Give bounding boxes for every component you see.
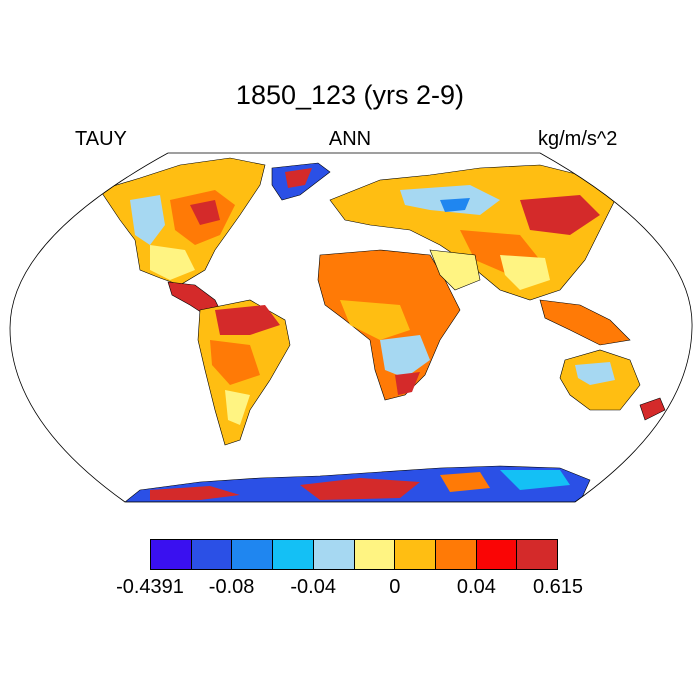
land-antarctica-cool xyxy=(500,470,570,490)
legend-swatch-4 xyxy=(313,540,355,569)
legend-tick-label-2: -0.04 xyxy=(290,576,336,598)
plot-title: 1850_123 (yrs 2-9) xyxy=(235,80,465,110)
variable-label: TAUY xyxy=(75,128,127,150)
globe-outline xyxy=(9,152,693,503)
legend-swatch-6 xyxy=(395,540,436,569)
land-eurasia-yellow xyxy=(500,255,550,290)
units-label: kg/m/s^2 xyxy=(538,128,618,150)
land-eurasia-red xyxy=(520,195,600,235)
legend-tick-label-4: 0.04 xyxy=(456,576,496,598)
land-africa-yellow xyxy=(340,300,410,340)
land-south-america-orange xyxy=(210,340,260,385)
land-south-america-red xyxy=(215,305,280,335)
legend-tick-label-0: -0.4391 xyxy=(116,576,184,598)
legend-tick-label-5: 0.615 xyxy=(532,576,584,598)
color-legend xyxy=(150,539,558,570)
land-antarctica-red xyxy=(150,486,240,500)
legend-tick-label-1: -0.08 xyxy=(208,576,255,598)
land-north-america-red xyxy=(190,200,220,225)
legend-swatch-2 xyxy=(232,540,274,569)
land-australia-cool xyxy=(575,362,615,385)
land-north-america-cool xyxy=(130,195,165,245)
legend-swatch-3 xyxy=(273,540,314,569)
legend-swatch-9 xyxy=(517,540,558,569)
legend-swatch-5 xyxy=(354,540,396,569)
land-greenland-red xyxy=(285,168,312,188)
legend-swatch-7 xyxy=(435,540,477,569)
legend-tick-label-3: 0 xyxy=(389,576,401,598)
land-africa-red xyxy=(395,372,420,395)
land-maritime-asia xyxy=(539,299,631,346)
land-arabia xyxy=(429,249,481,291)
legend-swatch-1 xyxy=(191,540,233,569)
land-new-zealand xyxy=(639,397,666,421)
land-north-america-yellow xyxy=(150,245,195,280)
legend-swatch-8 xyxy=(476,540,518,569)
season-label: ANN xyxy=(328,128,372,150)
land-south-america-yellow xyxy=(225,390,250,425)
land-africa-cool xyxy=(380,335,430,378)
land-antarctica-red-2 xyxy=(300,478,420,500)
legend-swatch-0 xyxy=(151,540,192,569)
land-eurasia-blue xyxy=(440,198,470,212)
land-antarctica-orange xyxy=(440,472,490,492)
